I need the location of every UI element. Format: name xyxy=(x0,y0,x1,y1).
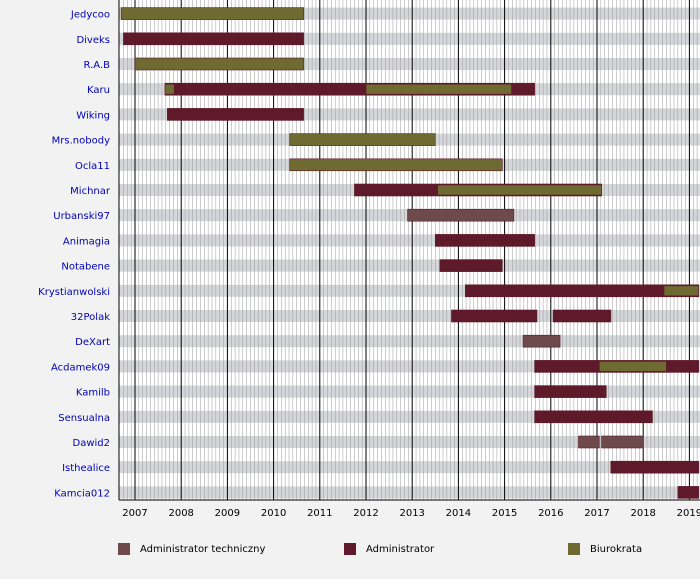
row-label: Wiking xyxy=(76,110,110,121)
legend-swatch-biuro xyxy=(568,543,580,555)
legend-swatch-admin xyxy=(344,543,356,555)
legend-item-biuro: Biurokrata xyxy=(568,540,642,558)
x-tick-label: 2014 xyxy=(446,508,471,519)
row-label: Mrs.nobody xyxy=(52,136,110,147)
bar-admin xyxy=(167,108,304,121)
bar-tech xyxy=(407,208,515,222)
bar-admin xyxy=(439,259,503,272)
row-label: Dawid2 xyxy=(73,438,111,449)
bar-admin xyxy=(465,284,699,298)
row-label: Kamcia012 xyxy=(54,488,110,499)
row-label: Sensualna xyxy=(58,413,110,424)
row-stripe xyxy=(119,486,700,499)
row-label: Krystianwolski xyxy=(38,287,110,298)
legend-swatch-tech xyxy=(118,543,130,555)
bar-biuro xyxy=(120,7,304,20)
row-label: Diveks xyxy=(76,35,110,46)
row-stripe xyxy=(119,259,700,272)
row-stripe xyxy=(119,385,700,398)
row-labels: Jedycoo Diveks R.A.B Karu Wiking Mrs.nobody Oc… xyxy=(38,10,111,500)
bar-biuro xyxy=(134,57,304,71)
legend-label-tech: Administrator techniczny xyxy=(140,543,266,555)
bar-tech xyxy=(601,435,644,449)
x-tick-label: 2018 xyxy=(630,508,655,519)
row-stripes xyxy=(119,0,700,500)
legend-item-admin: Administrator xyxy=(344,540,434,558)
row-stripe xyxy=(119,234,700,247)
bar-biuro xyxy=(164,83,175,95)
row-stripe xyxy=(119,335,700,348)
row-label: Animagia xyxy=(63,236,110,247)
bar-biuro xyxy=(437,184,602,196)
x-tick-label: 2015 xyxy=(492,508,517,519)
row-label: Jedycoo xyxy=(70,10,110,21)
bar-admin xyxy=(123,32,304,46)
x-axis: 2007 2008 2009 2010 2011 2012 2013 2014 2015 2016… xyxy=(122,508,700,519)
x-tick-label: 2010 xyxy=(261,508,286,519)
x-tick-label: 2008 xyxy=(168,508,193,519)
row-label: Karu xyxy=(87,85,110,96)
plot-background xyxy=(119,0,700,500)
bar-biuro xyxy=(663,285,699,297)
row-label: Isthealice xyxy=(62,463,110,474)
bar-admin xyxy=(534,410,653,424)
bar-admin xyxy=(534,385,607,398)
bar-tech xyxy=(578,435,600,449)
row-label: DeXart xyxy=(75,337,110,348)
x-tick-label: 2017 xyxy=(584,508,609,519)
x-tick-label: 2012 xyxy=(353,508,378,519)
row-label: Kamilb xyxy=(76,388,110,399)
row-label: 32Polak xyxy=(71,312,110,323)
row-label: R.A.B xyxy=(84,60,111,71)
bar-admin xyxy=(434,234,535,247)
bar-biuro xyxy=(289,158,503,172)
row-label: Notabene xyxy=(61,262,110,273)
row-stripe xyxy=(119,310,700,322)
x-tick-label: 2019 xyxy=(677,508,700,519)
row-label: Michnar xyxy=(70,186,111,197)
bar-admin xyxy=(610,460,699,474)
row-label: Acdamek09 xyxy=(51,362,110,373)
x-tick-label: 2016 xyxy=(538,508,563,519)
x-tick-label: 2011 xyxy=(307,508,332,519)
bar-tech xyxy=(522,334,561,348)
bar-biuro xyxy=(365,83,512,95)
x-tick-label: 2009 xyxy=(215,508,240,519)
bars-layer xyxy=(120,7,699,499)
bar-admin xyxy=(451,309,538,323)
bar-admin xyxy=(677,486,699,499)
row-label: Ocla11 xyxy=(75,161,110,172)
bar-biuro xyxy=(289,133,436,146)
x-tick-label: 2013 xyxy=(399,508,424,519)
row-label: Urbanski97 xyxy=(53,211,110,222)
x-tick-label: 2007 xyxy=(122,508,147,519)
bar-admin xyxy=(552,309,612,323)
legend-label-biuro: Biurokrata xyxy=(590,543,643,555)
legend-item-tech: Administrator techniczny xyxy=(118,540,265,558)
legend-label-admin: Administrator xyxy=(366,543,435,555)
bar-biuro xyxy=(599,361,667,372)
